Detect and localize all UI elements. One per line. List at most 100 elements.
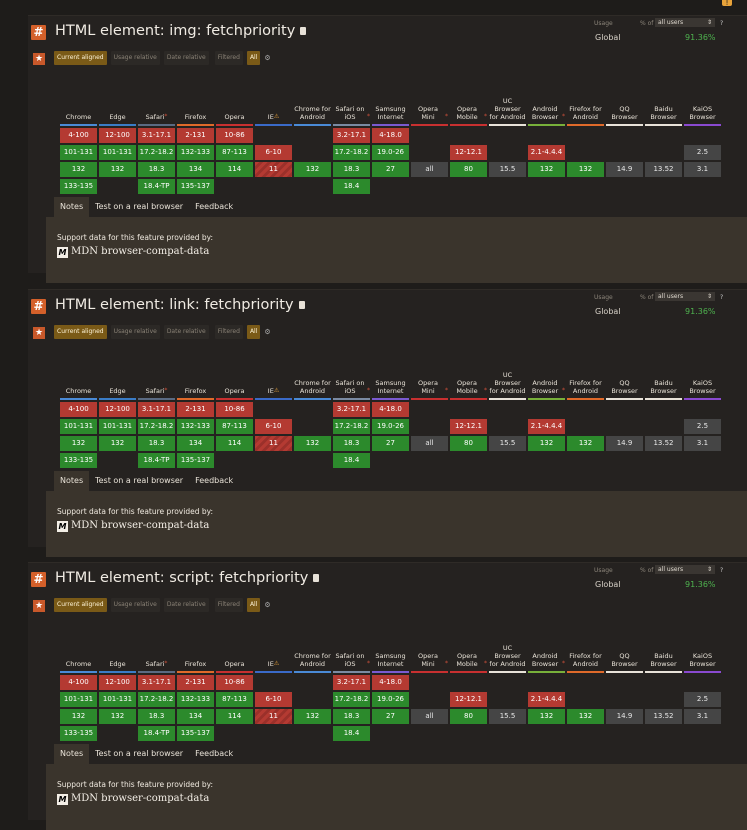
support-cell[interactable]: 87-113 bbox=[216, 419, 253, 434]
feature-title-text[interactable]: HTML element: img: fetchpriority bbox=[55, 23, 296, 39]
support-cell[interactable]: 2.1-4.4.4 bbox=[528, 419, 565, 434]
tab-feedback[interactable]: Feedback bbox=[195, 749, 234, 758]
star-icon[interactable]: ★ bbox=[33, 53, 45, 65]
support-cell[interactable]: 18.4 bbox=[333, 179, 370, 194]
support-cell[interactable]: 2-131 bbox=[177, 402, 214, 417]
support-cell[interactable]: 15.5 bbox=[489, 709, 526, 724]
document-icon[interactable] bbox=[300, 27, 307, 35]
support-cell[interactable]: 18.4 bbox=[333, 726, 370, 741]
support-cell[interactable]: 114 bbox=[216, 162, 253, 177]
feature-title[interactable]: HTML element: img: fetchpriority bbox=[55, 23, 307, 39]
support-cell[interactable]: 132 bbox=[567, 162, 604, 177]
support-cell[interactable]: 3.1 bbox=[684, 436, 721, 451]
filter-current-aligned[interactable]: Current aligned bbox=[54, 51, 107, 65]
support-cell[interactable]: 18.4-TP bbox=[138, 453, 175, 468]
support-cell[interactable]: 10-86 bbox=[216, 402, 253, 417]
support-cell[interactable]: 12-12.1 bbox=[450, 692, 487, 707]
support-cell[interactable]: 101-131 bbox=[60, 145, 97, 160]
support-cell[interactable]: 3.2-17.1 bbox=[333, 402, 370, 417]
support-cell[interactable]: 133-135 bbox=[60, 453, 97, 468]
gear-icon[interactable]: ⚙ bbox=[264, 54, 271, 62]
support-cell[interactable]: 18.4 bbox=[333, 453, 370, 468]
support-cell[interactable]: 132 bbox=[528, 709, 565, 724]
support-cell[interactable]: 135-137 bbox=[177, 179, 214, 194]
support-cell[interactable]: 2.5 bbox=[684, 145, 721, 160]
support-cell[interactable]: 132 bbox=[99, 709, 136, 724]
support-cell[interactable]: 4-18.0 bbox=[372, 128, 409, 143]
feature-title[interactable]: HTML element: link: fetchpriority bbox=[55, 297, 305, 313]
tab-notes[interactable]: Notes bbox=[54, 471, 90, 491]
support-cell[interactable]: 3.1 bbox=[684, 162, 721, 177]
support-cell[interactable]: 80 bbox=[450, 162, 487, 177]
support-cell[interactable]: all bbox=[411, 709, 448, 724]
filter-current-aligned[interactable]: Current aligned bbox=[54, 325, 107, 339]
support-cell[interactable]: 6-10 bbox=[255, 145, 292, 160]
star-icon[interactable]: ★ bbox=[33, 327, 45, 339]
users-select[interactable]: all users ⇕ bbox=[655, 292, 715, 301]
support-cell[interactable]: 134 bbox=[177, 709, 214, 724]
support-cell[interactable]: 132 bbox=[294, 162, 331, 177]
support-cell[interactable]: 13.52 bbox=[645, 436, 682, 451]
filter-date-relative[interactable]: Date relative bbox=[163, 325, 209, 339]
support-cell[interactable]: 27 bbox=[372, 436, 409, 451]
filter-all[interactable]: All bbox=[246, 51, 261, 65]
hash-link-icon[interactable]: # bbox=[31, 25, 46, 40]
scroll-indicator[interactable]: ! bbox=[722, 0, 732, 7]
support-cell[interactable]: all bbox=[411, 436, 448, 451]
support-cell[interactable]: 27 bbox=[372, 709, 409, 724]
support-cell[interactable]: 134 bbox=[177, 162, 214, 177]
support-cell[interactable]: 10-86 bbox=[216, 675, 253, 690]
support-cell[interactable]: 80 bbox=[450, 709, 487, 724]
support-cell[interactable]: 17.2-18.2 bbox=[333, 692, 370, 707]
feature-title-text[interactable]: HTML element: link: fetchpriority bbox=[55, 297, 294, 313]
support-cell[interactable]: 132 bbox=[567, 709, 604, 724]
support-cell[interactable]: 18.3 bbox=[333, 162, 370, 177]
support-cell[interactable]: 12-100 bbox=[99, 128, 136, 143]
support-cell[interactable]: 18.3 bbox=[138, 709, 175, 724]
filter-all[interactable]: All bbox=[246, 325, 261, 339]
support-cell[interactable]: 15.5 bbox=[489, 162, 526, 177]
tab-test[interactable]: Test on a real browser bbox=[95, 202, 184, 211]
support-cell[interactable]: 132-133 bbox=[177, 692, 214, 707]
support-cell[interactable]: 135-137 bbox=[177, 726, 214, 741]
support-cell[interactable]: 101-131 bbox=[60, 419, 97, 434]
support-cell[interactable]: 12-12.1 bbox=[450, 419, 487, 434]
support-cell[interactable]: 2.5 bbox=[684, 419, 721, 434]
support-cell[interactable]: 13.52 bbox=[645, 162, 682, 177]
support-cell[interactable]: 101-131 bbox=[99, 419, 136, 434]
mdn-link-text[interactable]: MDN browser-compat-data bbox=[71, 246, 210, 257]
document-icon[interactable] bbox=[298, 301, 305, 309]
tab-feedback[interactable]: Feedback bbox=[195, 202, 234, 211]
mdn-link-text[interactable]: MDN browser-compat-data bbox=[71, 793, 210, 804]
filter-current-aligned[interactable]: Current aligned bbox=[54, 598, 107, 612]
filter-usage-relative[interactable]: Usage relative bbox=[110, 325, 160, 339]
support-cell[interactable]: 132 bbox=[294, 436, 331, 451]
support-cell[interactable]: 134 bbox=[177, 436, 214, 451]
support-cell[interactable]: 15.5 bbox=[489, 436, 526, 451]
tab-feedback[interactable]: Feedback bbox=[195, 476, 234, 485]
users-select[interactable]: all users ⇕ bbox=[655, 18, 715, 27]
support-cell[interactable]: 18.3 bbox=[138, 436, 175, 451]
support-cell[interactable]: 133-135 bbox=[60, 726, 97, 741]
support-cell[interactable]: 4-100 bbox=[60, 675, 97, 690]
support-cell[interactable]: 6-10 bbox=[255, 692, 292, 707]
support-cell[interactable]: 18.3 bbox=[333, 709, 370, 724]
mdn-link-text[interactable]: MDN browser-compat-data bbox=[71, 520, 210, 531]
support-cell[interactable]: 2.1-4.4.4 bbox=[528, 145, 565, 160]
filter-date-relative[interactable]: Date relative bbox=[163, 598, 209, 612]
filter-filtered[interactable]: Filtered bbox=[214, 325, 243, 339]
support-cell[interactable]: 17.2-18.2 bbox=[138, 145, 175, 160]
mdn-link[interactable]: M MDN browser-compat-data bbox=[57, 793, 209, 805]
support-cell[interactable]: 3.2-17.1 bbox=[333, 128, 370, 143]
support-cell[interactable]: 12-100 bbox=[99, 402, 136, 417]
support-cell[interactable]: 6-10 bbox=[255, 419, 292, 434]
star-icon[interactable]: ★ bbox=[33, 600, 45, 612]
support-cell[interactable]: 13.52 bbox=[645, 709, 682, 724]
support-cell[interactable]: 14.9 bbox=[606, 162, 643, 177]
hash-link-icon[interactable]: # bbox=[31, 572, 46, 587]
support-cell[interactable]: 132 bbox=[60, 436, 97, 451]
gear-icon[interactable]: ⚙ bbox=[264, 328, 271, 336]
support-cell[interactable]: 17.2-18.2 bbox=[138, 692, 175, 707]
mdn-link[interactable]: M MDN browser-compat-data bbox=[57, 520, 209, 532]
support-cell[interactable]: 14.9 bbox=[606, 436, 643, 451]
